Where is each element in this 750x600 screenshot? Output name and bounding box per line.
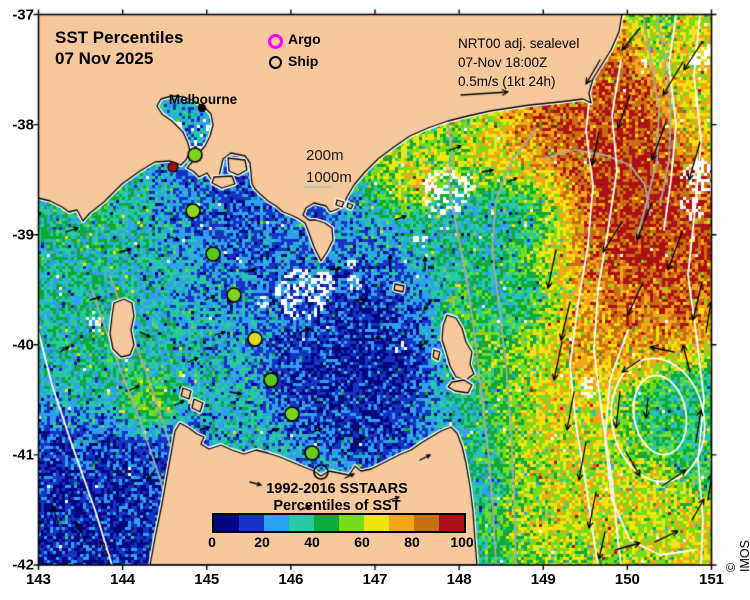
colorbar-segment-5 (339, 515, 364, 531)
colorbar (212, 513, 466, 533)
x-tick-label-151: 151 (698, 571, 725, 588)
colorbar-segment-0 (214, 515, 239, 531)
y-tick-label--39: -39 (12, 226, 34, 244)
y-tick-label--38: -38 (12, 116, 34, 134)
colorbar-title-line2: Percentiles of SST (273, 498, 401, 514)
x-tick-label-147: 147 (362, 571, 388, 588)
y-tick-label--42: -42 (12, 556, 34, 574)
annotation-datetime: 07-Nov 18:00Z (458, 55, 548, 70)
legend-argo-label: Argo (288, 31, 321, 47)
x-tick-label-148: 148 (446, 571, 472, 588)
depth-contour-label-200m: 200m (306, 147, 344, 164)
argo-marker-icon (268, 34, 283, 49)
colorbar-segment-3 (289, 515, 314, 531)
colorbar-tick-40: 40 (304, 534, 320, 550)
colorbar-tick-0: 0 (208, 534, 216, 550)
y-tick-label--40: -40 (12, 336, 34, 354)
legend-ship-label: Ship (288, 53, 319, 69)
x-tick-label-145: 145 (194, 571, 220, 588)
annotation-velocity-scale: 0.5m/s (1kt 24h) (458, 74, 556, 89)
credit-text: © IMOS 15-Nov-2025 12:15 Hobart (724, 540, 750, 572)
colorbar-tick-60: 60 (354, 534, 370, 550)
colorbar-tick-100: 100 (450, 534, 474, 550)
annotation-product: NRT00 adj. sealevel (458, 36, 580, 51)
figure-title-line2: 07 Nov 2025 (55, 49, 154, 68)
colorbar-segment-9 (439, 515, 464, 531)
colorbar-segment-4 (314, 515, 339, 531)
colorbar-segment-8 (414, 515, 439, 531)
x-tick-label-146: 146 (278, 571, 304, 588)
colorbar-segment-6 (364, 515, 389, 531)
colorbar-segment-2 (264, 515, 289, 531)
y-tick-label--37: -37 (12, 6, 34, 23)
y-tick-label--41: -41 (12, 446, 34, 464)
depth-contour-label-1000m: 1000m (306, 169, 352, 186)
colorbar-segment-7 (389, 515, 414, 531)
figure-title-line1: SST Percentiles (55, 28, 184, 47)
x-tick-label-143: 143 (25, 571, 52, 588)
x-tick-label-150: 150 (614, 571, 640, 588)
colorbar-tick-80: 80 (404, 534, 420, 550)
x-tick-label-149: 149 (530, 571, 556, 588)
colorbar-tick-20: 20 (254, 534, 270, 550)
ship-marker-icon (269, 56, 282, 69)
x-tick-label-144: 144 (110, 571, 136, 588)
colorbar-segment-1 (239, 515, 264, 531)
city-label-melbourne: Melbourne (168, 92, 238, 107)
colorbar-title-line1: 1992-2016 SSTAARS (266, 481, 408, 497)
